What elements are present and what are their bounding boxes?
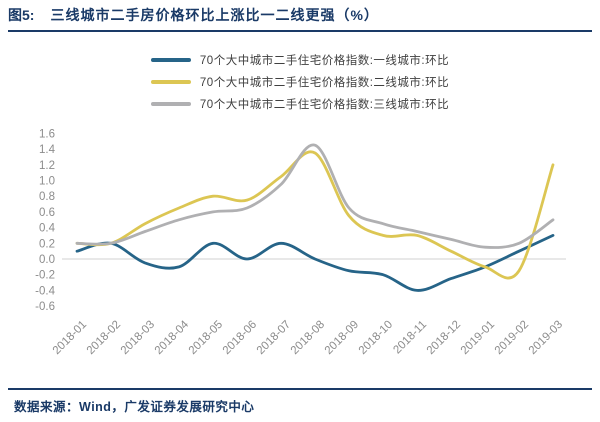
y-axis-tick: 0.4 xyxy=(39,223,56,235)
legend-label: 70个大中城市二手住宅价格指数:三线城市:环比 xyxy=(199,99,450,111)
legend-swatch-tier2 xyxy=(150,80,191,84)
y-axis-tick: 0.0 xyxy=(39,254,55,266)
y-axis-tick: 0.6 xyxy=(39,207,55,219)
figure-header: 图5: 三线城市二手房价格环比上涨比一二线更强（%） xyxy=(8,5,592,25)
legend-item-tier2: 70个大中城市二手住宅价格指数:二线城市:环比 xyxy=(150,74,450,90)
legend-label: 70个大中城市二手住宅价格指数:二线城市:环比 xyxy=(199,77,450,89)
y-axis-tick: -0.2 xyxy=(35,270,55,282)
x-axis-label: 2018-08 xyxy=(289,319,327,357)
footer-rule xyxy=(8,388,592,390)
x-axis-label: 2019-03 xyxy=(527,319,565,357)
header-rule xyxy=(8,30,592,32)
series-line-tier2 xyxy=(75,150,555,280)
y-axis-tick: -0.4 xyxy=(35,285,55,297)
legend-item-tier1: 70个大中城市二手住宅价格指数:一线城市:环比 xyxy=(150,52,450,68)
y-axis-tick: 1.4 xyxy=(39,144,56,156)
x-axis-label: 2018-10 xyxy=(357,319,395,357)
series-line-tier1 xyxy=(75,234,555,292)
x-axis-label: 2018-12 xyxy=(425,319,463,357)
y-axis-tick: 0.8 xyxy=(39,191,55,203)
y-axis-tick: 1.0 xyxy=(39,176,55,188)
series-line-tier3 xyxy=(75,143,555,249)
y-axis-tick: 0.2 xyxy=(39,238,55,250)
figure-number: 图5: xyxy=(8,7,35,23)
legend-swatch-tier3 xyxy=(150,102,191,106)
x-axis-label: 2018-06 xyxy=(221,319,259,357)
x-axis-label: 2018-03 xyxy=(119,319,157,357)
x-axis-label: 2018-01 xyxy=(51,319,89,357)
x-axis-label: 2018-11 xyxy=(391,319,429,357)
x-axis-label: 2018-02 xyxy=(85,319,123,357)
x-axis-label: 2018-07 xyxy=(255,319,293,357)
chart-legend: 70个大中城市二手住宅价格指数:一线城市:环比 70个大中城市二手住宅价格指数:二… xyxy=(0,52,600,112)
y-axis-tick: 1.2 xyxy=(39,160,55,172)
x-axis-label: 2018-05 xyxy=(187,319,225,357)
legend-item-tier3: 70个大中城市二手住宅价格指数:三线城市:环比 xyxy=(150,96,450,112)
figure-title: 三线城市二手房价格环比上涨比一二线更强（%） xyxy=(50,7,379,23)
x-axis-label: 2018-09 xyxy=(323,319,361,357)
legend-swatch-tier1 xyxy=(150,58,191,62)
x-axis-label: 2018-04 xyxy=(153,318,192,357)
data-source: 数据来源：Wind，广发证券发展研究中心 xyxy=(14,400,255,414)
legend-label: 70个大中城市二手住宅价格指数:一线城市:环比 xyxy=(199,55,450,67)
y-axis-tick: 1.6 xyxy=(39,128,55,140)
y-axis-tick: -0.6 xyxy=(35,301,55,313)
x-axis-label: 2019-01 xyxy=(459,319,497,357)
x-axis-label: 2019-02 xyxy=(493,319,531,357)
